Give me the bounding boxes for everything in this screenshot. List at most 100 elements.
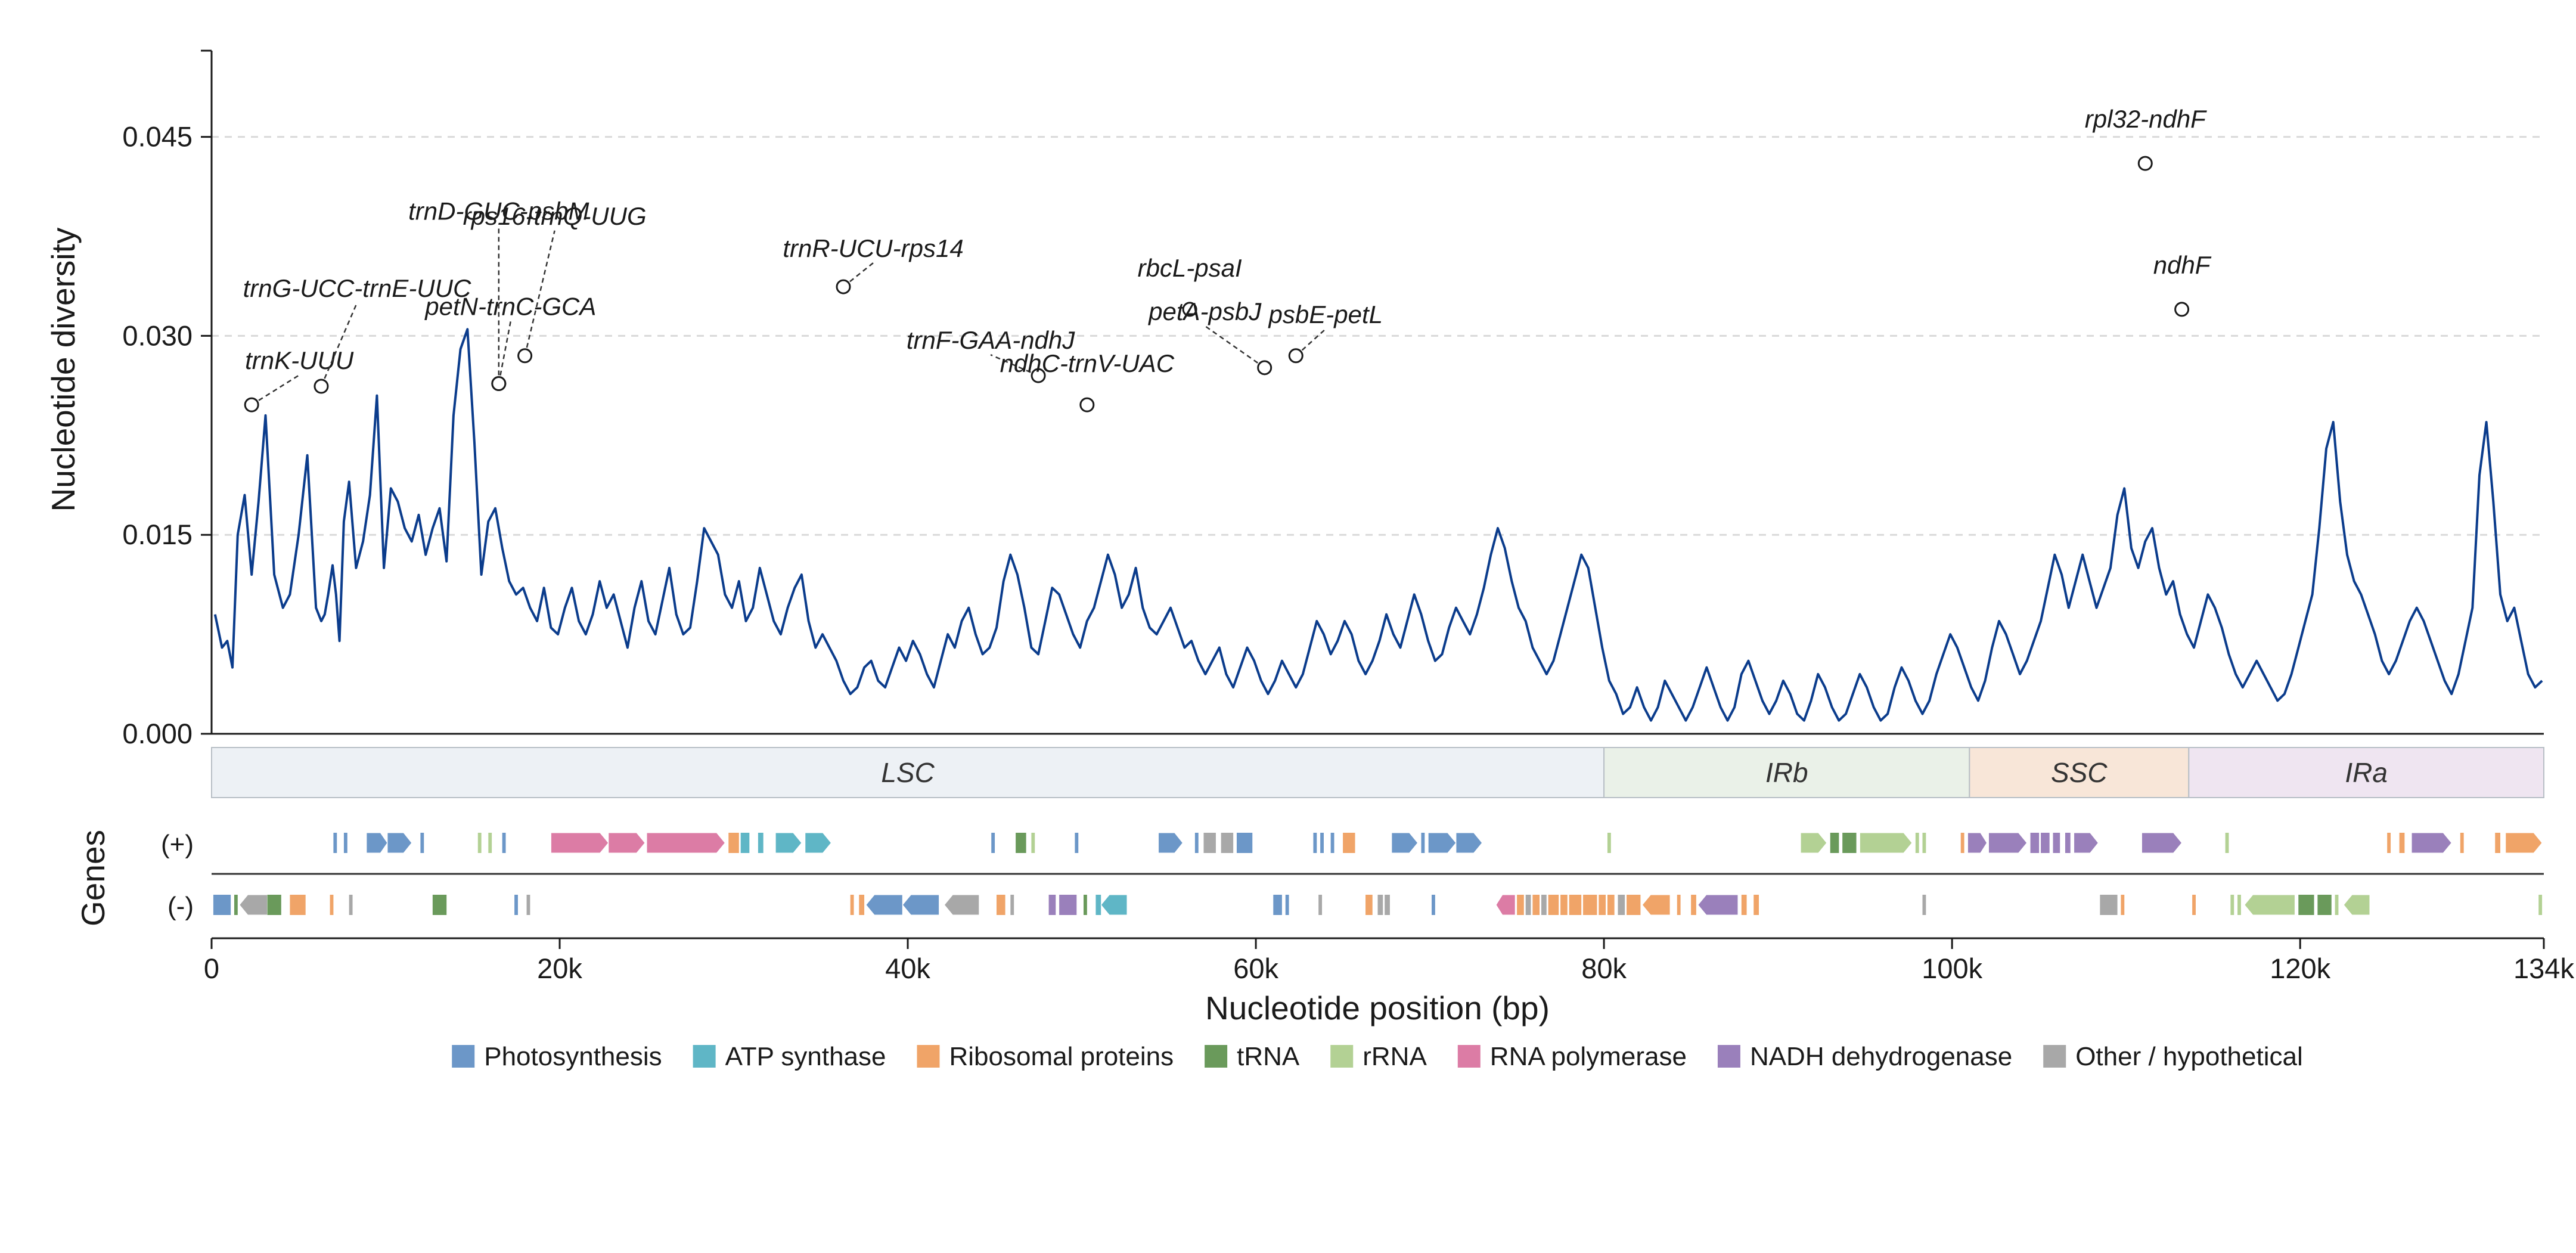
- gene-arrow: [2141, 832, 2183, 854]
- gene-block: [996, 895, 1005, 915]
- gene-block: [2460, 833, 2464, 853]
- gene-arrow: [1455, 832, 1483, 854]
- gene-block: [1330, 833, 1334, 853]
- plus-strand-label: (+): [161, 830, 194, 859]
- x-tick-label: 134k: [2513, 953, 2574, 984]
- gene-arrow: [1100, 894, 1128, 916]
- annotation-label: rpl32-ndhF: [2085, 105, 2207, 133]
- gene-block: [1273, 895, 1282, 915]
- annotation-leader: [1295, 328, 1327, 356]
- gene-block: [1385, 895, 1390, 915]
- gene-block: [213, 895, 231, 915]
- gene-block: [1548, 895, 1559, 915]
- gene-block: [2495, 833, 2500, 853]
- gene-arrow: [1697, 894, 1739, 916]
- gene-block: [1221, 833, 1234, 853]
- region-label: LSC: [881, 757, 935, 788]
- gene-block: [1313, 833, 1317, 853]
- gene-block: [2121, 895, 2125, 915]
- annotation-leader: [990, 354, 1039, 377]
- x-axis: 0 20k 40k 60k 80k 100k 120k 134k: [204, 937, 2574, 984]
- legend-label: RNA polymerase: [1490, 1042, 1687, 1071]
- peak-marker: [2174, 302, 2190, 317]
- peak-marker: [2137, 156, 2153, 171]
- y-tick-label: 0.045: [122, 121, 193, 153]
- gene-block: [859, 895, 865, 915]
- gene-block: [1048, 895, 1056, 915]
- gene-arrow: [902, 894, 940, 916]
- annotation-label: rps16-trnQ-UUG: [463, 202, 647, 230]
- gene-arrow: [1641, 894, 1671, 916]
- gene-arrow: [1495, 894, 1516, 916]
- y-tick-label: 0.000: [122, 718, 193, 749]
- peak-marker: [314, 379, 329, 394]
- gene-block: [330, 895, 334, 915]
- legend-label: ATP synthase: [725, 1042, 886, 1071]
- gene-block: [1318, 895, 1323, 915]
- gene-block: [2387, 833, 2391, 853]
- gene-block: [1365, 895, 1373, 915]
- gene-block: [526, 895, 530, 915]
- gene-block: [1560, 895, 1568, 915]
- gene-arrow: [805, 832, 832, 854]
- y-tick-label: 0.015: [122, 519, 193, 550]
- x-tick-label: 80k: [1581, 953, 1627, 984]
- gene-block: [1320, 833, 1324, 853]
- gene-block: [2053, 833, 2060, 853]
- gene-block: [1830, 833, 1839, 853]
- peak-marker: [517, 348, 533, 364]
- gene-block: [2192, 895, 2196, 915]
- gene-block: [1627, 895, 1641, 915]
- gene-arrow: [2244, 894, 2295, 916]
- gene-block: [2237, 895, 2241, 915]
- gene-block: [1960, 833, 1964, 853]
- gene-block: [514, 895, 518, 915]
- peak-marker: [1257, 360, 1273, 376]
- region-box: [1603, 747, 1970, 798]
- gene-block: [2100, 895, 2118, 915]
- gene-block: [1677, 895, 1681, 915]
- peak-marker: [1031, 368, 1046, 383]
- peak-marker: [244, 397, 259, 413]
- gene-arrow: [646, 832, 726, 854]
- gene-block: [1691, 895, 1696, 915]
- gene-block: [290, 895, 306, 915]
- gene-arrow: [1800, 832, 1827, 854]
- gene-block: [991, 833, 995, 853]
- gene-block: [1377, 895, 1383, 915]
- annotation-label: petA-psbJ: [1147, 297, 1262, 325]
- gene-block: [1075, 833, 1079, 853]
- gene-block: [1095, 895, 1101, 915]
- gene-block: [1532, 895, 1540, 915]
- gene-block: [1753, 895, 1759, 915]
- peak-marker: [1079, 397, 1095, 413]
- legend: Photosynthesis ATP synthase Ribosomal prot…: [452, 1042, 2303, 1071]
- region-box: [1969, 747, 2190, 798]
- annotation-label: trnR-UCU-rps14: [783, 234, 963, 262]
- legend-swatch: [1330, 1045, 1354, 1068]
- gene-arrow: [608, 832, 645, 854]
- region-box: [2188, 747, 2544, 798]
- gene-block: [1194, 833, 1199, 853]
- gene-block: [1236, 833, 1253, 853]
- peak-marker: [1288, 348, 1303, 364]
- gene-arrow: [1967, 832, 1988, 854]
- gene-block: [728, 833, 739, 853]
- gene-block: [1583, 895, 1597, 915]
- annotation-leader: [524, 230, 555, 356]
- gene-arrow: [2343, 894, 2370, 916]
- annotation-leader: [1204, 325, 1265, 368]
- x-tick-label: 120k: [2270, 953, 2330, 984]
- gene-arrow: [865, 894, 903, 916]
- gene-block: [1618, 895, 1625, 915]
- gene-block: [502, 833, 506, 853]
- legend-label: rRNA: [1363, 1042, 1427, 1071]
- annotation-leader: [498, 321, 512, 384]
- gene-block: [1607, 895, 1615, 915]
- legend-label: Photosynthesis: [484, 1042, 662, 1071]
- gene-block: [343, 833, 347, 853]
- gene-block: [488, 833, 492, 853]
- gene-block: [2298, 895, 2314, 915]
